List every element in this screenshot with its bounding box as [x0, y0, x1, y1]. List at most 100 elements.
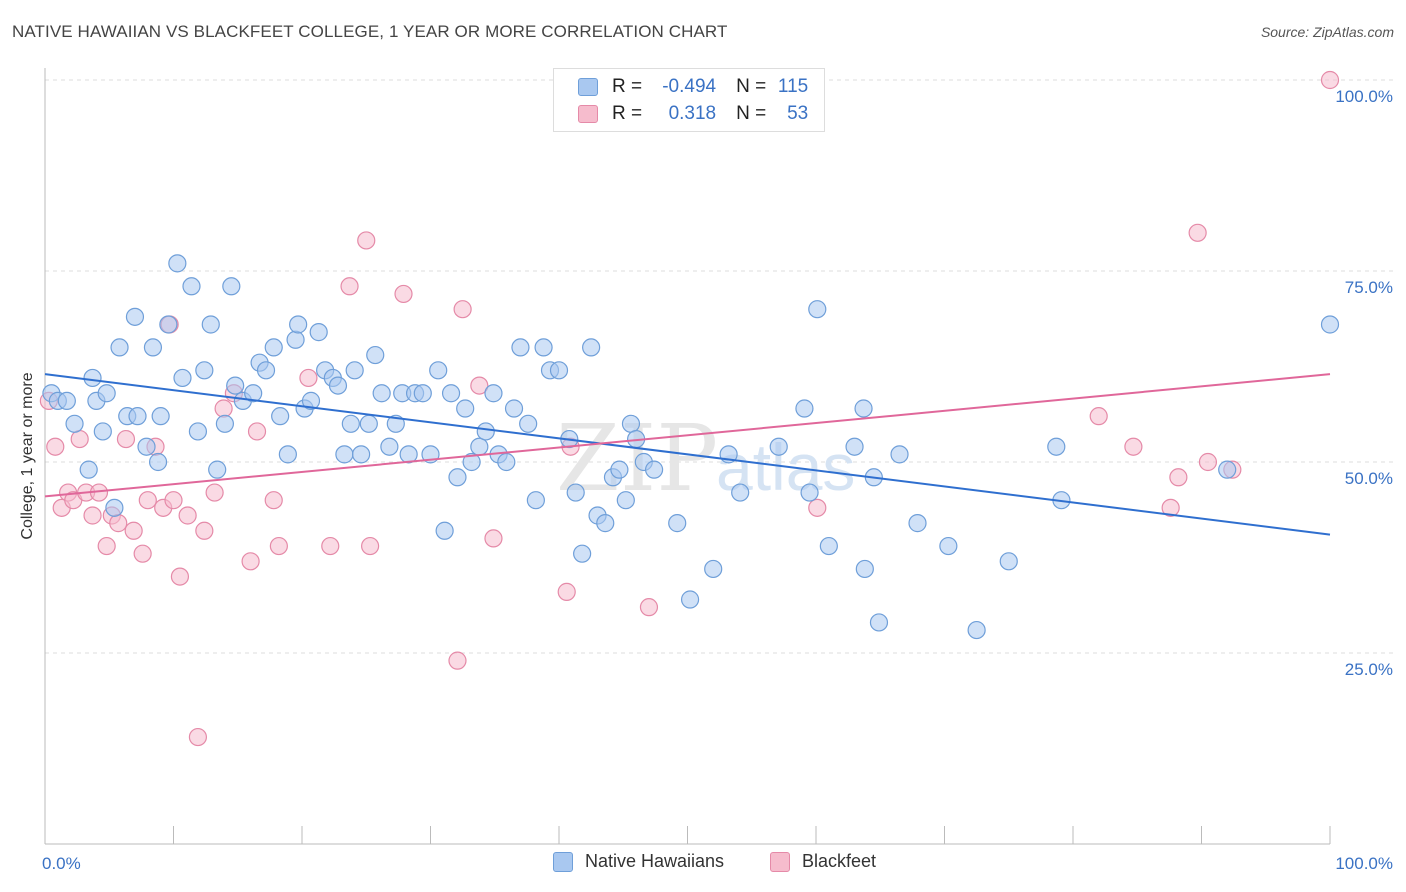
native-hawaiian-point	[173, 368, 192, 388]
legend-r-value: 0.318	[668, 103, 717, 124]
blackfeet-point	[1188, 223, 1207, 242]
native-hawaiian-point	[83, 368, 102, 388]
blackfeet-point	[195, 521, 214, 540]
bottom-legend-label: Blackfeet	[802, 851, 877, 871]
native-hawaiian-point	[271, 407, 290, 426]
y-axis-label: College, 1 year or more	[19, 372, 36, 540]
native-hawaiian-point	[731, 483, 750, 502]
blackfeet-point	[214, 399, 233, 418]
native-hawaiian-point	[526, 491, 545, 510]
bottom-legend-swatch-pink	[770, 851, 790, 872]
native-hawaiian-point	[854, 399, 873, 418]
native-hawaiian-point	[110, 338, 129, 357]
native-hawaiian-point	[1218, 460, 1237, 479]
legend-row-blackfeet: R = 0.318 N = 53	[578, 102, 808, 126]
chart-title: NATIVE HAWAIIAN VS BLACKFEET COLLEGE, 1 …	[12, 22, 728, 41]
native-hawaiian-point	[668, 514, 687, 533]
blackfeet-point	[453, 300, 472, 319]
native-hawaiian-point	[470, 437, 489, 456]
blackfeet-point	[448, 651, 467, 670]
native-hawaiian-point	[159, 315, 178, 334]
native-hawaiian-point	[372, 384, 391, 403]
bottom-legend-native-hawaiians[interactable]: Native Hawaiians	[553, 851, 724, 872]
blackfeet-point	[241, 552, 260, 571]
native-hawaiian-point	[413, 384, 432, 403]
native-hawaiian-point	[890, 445, 909, 464]
bottom-legend-blackfeet[interactable]: Blackfeet	[770, 851, 876, 872]
native-hawaiian-point	[908, 514, 927, 533]
tick-labels: 25.0% 50.0% 75.0% 100.0% 0.0% 100.0%	[42, 87, 1393, 873]
native-hawaiian-point	[967, 620, 986, 640]
blackfeet-point	[164, 491, 183, 510]
blackfeet-point	[109, 514, 128, 533]
native-hawaiian-point	[335, 445, 354, 464]
native-hawaiian-point	[504, 399, 524, 418]
blackfeet-point	[1124, 437, 1143, 456]
x-tick-label: 100.0%	[1335, 854, 1393, 873]
native-hawaiian-point	[65, 414, 84, 433]
native-hawaiian-point	[182, 277, 201, 296]
native-hawaiian-point	[704, 559, 723, 579]
blackfeet-point	[1320, 70, 1340, 90]
native-hawaiian-point	[596, 514, 615, 533]
blackfeet-point	[1198, 452, 1218, 472]
native-hawaiian-point	[328, 376, 348, 395]
blackfeet-point	[83, 506, 102, 525]
native-hawaiian-point	[352, 445, 371, 464]
y-tick-label: 50.0%	[1345, 469, 1393, 488]
blackfeet-point	[557, 582, 576, 601]
bottom-legend-swatch-blue	[553, 851, 573, 872]
native-hawaiian-point	[769, 437, 788, 456]
blackfeet-point	[97, 536, 116, 556]
blackfeet-point	[321, 536, 340, 556]
legend-n-label: N =	[736, 76, 767, 97]
native-hawaiian-point	[79, 460, 98, 479]
native-hawaiian-point	[125, 307, 145, 326]
native-hawaiian-point	[566, 483, 585, 502]
native-hawaiian-point	[359, 414, 378, 433]
blackfeet-point	[269, 536, 288, 556]
native-hawaiian-point	[845, 437, 864, 456]
blackfeet-point	[639, 598, 659, 617]
blackfeet-point	[70, 429, 89, 449]
native-hawaiian-point	[386, 414, 405, 433]
legend-swatch-pink	[578, 105, 598, 123]
native-hawaiian-point	[222, 277, 241, 296]
native-hawaiian-point	[441, 384, 461, 403]
trend-lines	[44, 373, 1331, 536]
y-tick-label: 75.0%	[1345, 278, 1393, 297]
native-hawaiian-point	[582, 338, 601, 357]
native-hawaiian-point	[1320, 315, 1340, 334]
native-hawaiian-point	[399, 445, 418, 464]
native-hawaiian-point	[301, 391, 321, 410]
native-hawaiian-point	[808, 300, 827, 319]
native-hawaiian-point	[57, 391, 76, 410]
native-hawaiian-point	[511, 338, 530, 357]
native-hawaiian-point	[143, 338, 163, 357]
blackfeet-point	[484, 529, 503, 548]
legend-n-value: 53	[787, 103, 809, 124]
native-hawaiian-point	[573, 544, 592, 563]
native-hawaiian-point	[215, 414, 234, 433]
native-hawaiian-point	[800, 483, 819, 502]
native-hawaiian-point	[429, 361, 448, 380]
native-hawaiian-point	[476, 422, 495, 441]
blackfeet-point	[247, 422, 267, 441]
native-hawaiian-point	[484, 384, 503, 403]
chart-source: Source: ZipAtlas.com	[1260, 24, 1394, 40]
native-hawaiian-point	[264, 338, 283, 357]
native-hawaiian-point	[105, 498, 124, 517]
blackfeet-point	[133, 544, 152, 563]
legend-r-label: R =	[612, 76, 643, 97]
legend-r-value: -0.494	[662, 76, 717, 97]
blackfeet-point	[1089, 407, 1108, 426]
legend-r-label: R =	[612, 103, 643, 124]
native-hawaiian-point	[345, 361, 364, 380]
native-hawaiian-point	[448, 468, 467, 487]
native-hawaiian-point	[151, 407, 170, 426]
legend-row-native-hawaiians: R = -0.494 N = 115	[578, 75, 808, 99]
blackfeet-point	[264, 491, 283, 510]
native-hawaiian-point	[519, 414, 538, 433]
blackfeet-point	[299, 368, 318, 388]
